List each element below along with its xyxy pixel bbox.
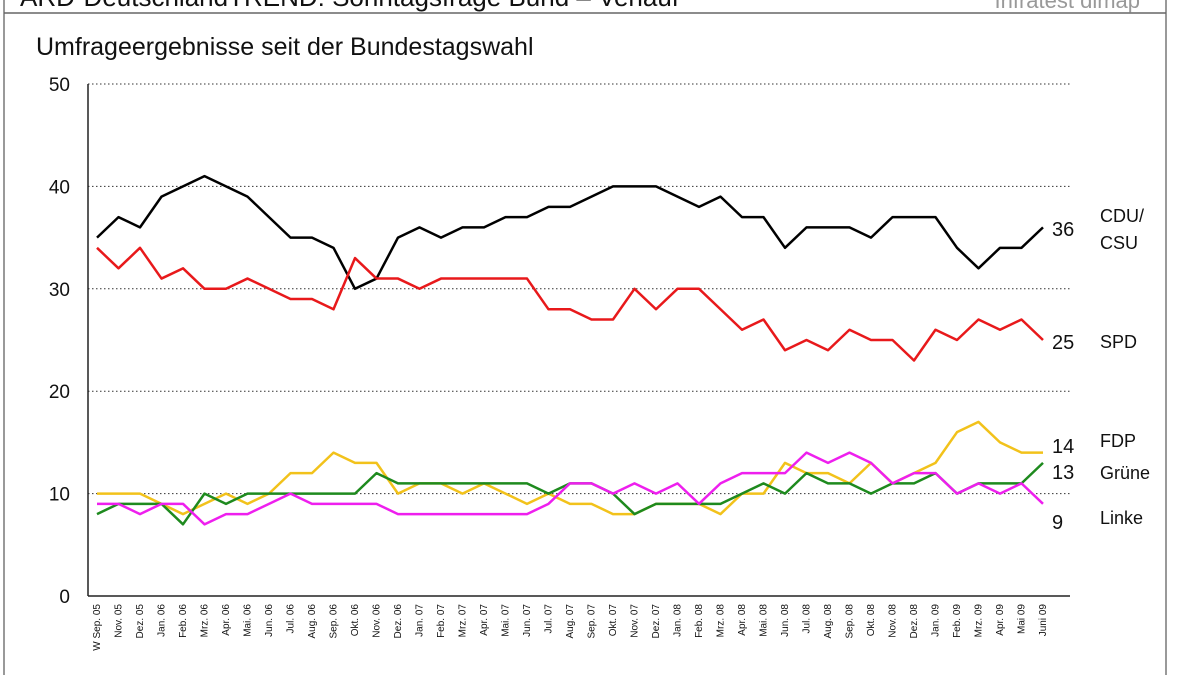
x-tick-label: Jul. 08 xyxy=(802,604,813,634)
x-tick-label: Mai. 07 xyxy=(501,604,512,637)
x-tick-label: Dez. 05 xyxy=(135,604,146,639)
x-tick-label: Okt. 07 xyxy=(608,604,619,637)
x-tick-label: Dez. 08 xyxy=(909,604,920,639)
x-tick-label: Juni 09 xyxy=(1038,604,1049,637)
x-tick-label: Jun. 08 xyxy=(780,604,791,637)
x-tick-label: Mrz. 08 xyxy=(716,604,727,638)
x-tick-label: Mai 09 xyxy=(1017,604,1028,634)
x-tick-label: Okt. 06 xyxy=(350,604,361,637)
x-tick-label: Feb. 06 xyxy=(178,604,189,638)
series-line xyxy=(96,174,1044,291)
legend-label: Grüne xyxy=(1100,463,1150,483)
legend-label: Linke xyxy=(1100,508,1143,528)
x-tick-label: Aug. 08 xyxy=(823,604,834,639)
x-tick-label: Jul. 07 xyxy=(544,604,555,634)
y-tick-label: 30 xyxy=(49,280,70,301)
x-tick-label: Mai. 08 xyxy=(759,604,770,637)
x-tick-label: Apr. 08 xyxy=(737,604,748,636)
x-tick-label: W Sep. 05 xyxy=(92,604,103,651)
x-tick-label: Mai. 06 xyxy=(243,604,254,637)
y-tick-label: 40 xyxy=(49,177,70,198)
legend-label: FDP xyxy=(1100,431,1136,451)
x-tick-label: Sep. 06 xyxy=(329,604,340,639)
end-value-label: 14 xyxy=(1052,436,1074,458)
x-tick-label: Dez. 06 xyxy=(393,604,404,639)
x-tick-label: Sep. 08 xyxy=(845,604,856,639)
y-tick-label: 10 xyxy=(49,485,70,506)
x-tick-label: Jan. 09 xyxy=(931,604,942,637)
x-tick-label: Jan. 08 xyxy=(673,604,684,637)
x-tick-label: Nov. 07 xyxy=(630,604,641,638)
x-tick-label: Mrz. 06 xyxy=(200,604,211,638)
x-tick-label: Aug. 07 xyxy=(565,604,576,639)
x-tick-label: Apr. 09 xyxy=(995,604,1006,636)
x-tick-label: Apr. 06 xyxy=(221,604,232,636)
chart-title: ARD-DeutschlandTREND: Sonntagsfrage Bund… xyxy=(20,0,680,12)
series-line xyxy=(97,451,1044,526)
x-tick-label: Sep. 07 xyxy=(587,604,598,639)
x-tick-label: Dez. 07 xyxy=(651,604,662,639)
series-line xyxy=(96,246,1044,362)
x-tick-label: Jan. 07 xyxy=(415,604,426,637)
x-tick-label: Nov. 05 xyxy=(114,604,125,638)
x-tick-label: Feb. 07 xyxy=(436,604,447,638)
x-tick-label: Jul. 06 xyxy=(286,604,297,634)
chart-subtitle: Umfrageergebnisse seit der Bundestagswah… xyxy=(36,33,534,61)
x-tick-label: Feb. 09 xyxy=(952,604,963,638)
x-tick-label: Apr. 07 xyxy=(479,604,490,636)
x-tick-label: Feb. 08 xyxy=(694,604,705,638)
end-value-label: 36 xyxy=(1052,219,1074,241)
x-tick-label: Mrz. 09 xyxy=(974,604,985,638)
end-value-label: 9 xyxy=(1052,512,1063,534)
x-tick-label: Jun. 07 xyxy=(522,604,533,637)
x-tick-label: Nov. 08 xyxy=(888,604,899,638)
x-tick-label: Jun. 06 xyxy=(264,604,275,637)
legend-label: CDU/CSU xyxy=(1100,206,1144,253)
end-value-label: 13 xyxy=(1052,462,1074,484)
y-tick-label: 20 xyxy=(49,382,70,403)
y-tick-label: 0 xyxy=(59,587,70,608)
x-tick-label: Mrz. 07 xyxy=(458,604,469,638)
legend-label: SPD xyxy=(1100,332,1137,352)
end-value-label: 25 xyxy=(1052,332,1074,354)
x-tick-label: Jan. 06 xyxy=(157,604,168,637)
x-tick-label: Nov. 06 xyxy=(372,604,383,638)
y-tick-label: 50 xyxy=(49,75,70,96)
x-tick-label: Okt. 08 xyxy=(866,604,877,637)
source: Infratest dimap xyxy=(994,0,1140,13)
x-tick-label: Aug. 06 xyxy=(307,604,318,639)
